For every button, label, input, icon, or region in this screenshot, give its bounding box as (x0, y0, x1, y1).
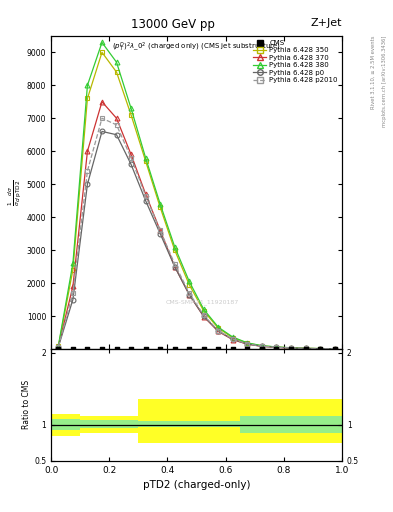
Text: mcplots.cern.ch [arXiv:1306.3436]: mcplots.cern.ch [arXiv:1306.3436] (382, 36, 387, 127)
Text: $(p_T^D)^2\lambda\_0^2$ (charged only) (CMS jet substructure): $(p_T^D)^2\lambda\_0^2$ (charged only) (… (112, 40, 281, 54)
Point (215, 345, 222, 353)
Point (201, 345, 207, 353)
Legend: CMS, Pythia 6.428 350, Pythia 6.428 370, Pythia 6.428 380, Pythia 6.428 p0, Pyth: CMS, Pythia 6.428 350, Pythia 6.428 370,… (250, 37, 340, 86)
Point (288, 345, 294, 353)
Point (230, 345, 236, 353)
Point (259, 345, 265, 353)
X-axis label: pTD2 (charged-only): pTD2 (charged-only) (143, 480, 250, 490)
Point (274, 345, 280, 353)
Point (114, 345, 120, 353)
Text: CMS-SMP-21_11920187: CMS-SMP-21_11920187 (166, 299, 239, 305)
Point (172, 345, 178, 353)
Point (128, 345, 134, 353)
Point (186, 345, 193, 353)
Point (70, 345, 76, 353)
Y-axis label: $\frac{1}{\sigma}\frac{d\sigma}{d\,\mathrm{pTD2}}$: $\frac{1}{\sigma}\frac{d\sigma}{d\,\math… (7, 179, 24, 206)
Point (143, 345, 149, 353)
Point (55, 345, 62, 353)
Y-axis label: Ratio to CMS: Ratio to CMS (22, 380, 31, 430)
Point (303, 345, 309, 353)
Point (244, 345, 251, 353)
Point (317, 345, 323, 353)
Point (157, 345, 163, 353)
Text: Rivet 3.1.10, ≥ 2.5M events: Rivet 3.1.10, ≥ 2.5M events (370, 36, 375, 110)
Point (99, 345, 105, 353)
Point (84, 345, 91, 353)
Text: 13000 GeV pp: 13000 GeV pp (131, 18, 215, 31)
Text: Z+Jet: Z+Jet (310, 18, 342, 28)
Point (332, 345, 338, 353)
